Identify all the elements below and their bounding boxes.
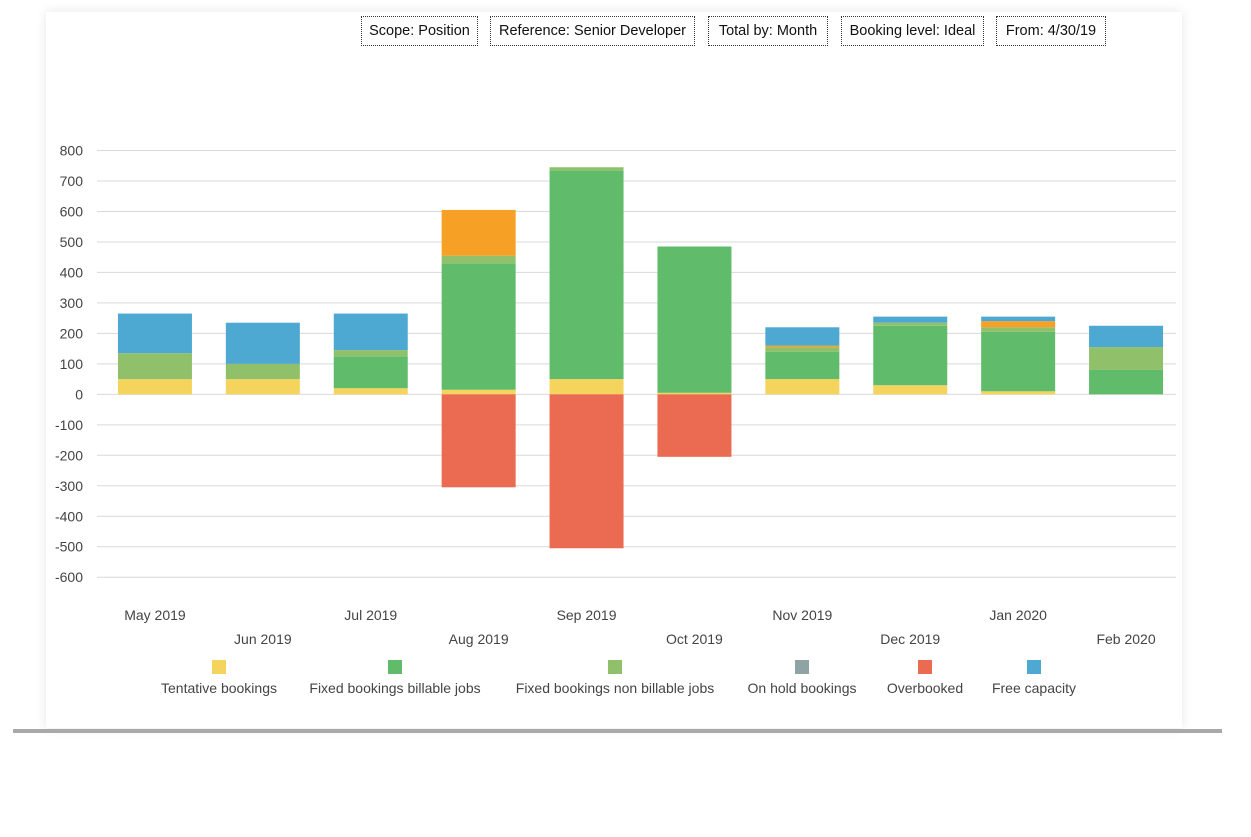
bottom-divider [13,729,1222,733]
bar-free-capacity [981,317,1055,322]
bar-overbooked [442,394,516,487]
x-tick-label: Jul 2019 [344,607,397,623]
bar-fixed-bookings-non-billable-jobs [118,353,192,379]
bar-overtime [981,321,1055,327]
bar-fixed-bookings-non-billable-jobs [334,350,408,356]
legend-label: Overbooked [887,680,963,696]
legend-swatch [1027,660,1041,674]
legend-label: Tentative bookings [161,680,277,696]
bar-fixed-bookings-non-billable-jobs [873,323,947,326]
bar-fixed-bookings-billable-jobs [873,326,947,385]
x-tick-label: Feb 2020 [1096,631,1155,647]
y-tick-label: 400 [60,264,84,280]
bar-fixed-bookings-non-billable-jobs [981,327,1055,332]
y-tick-label: 500 [60,234,84,250]
y-tick-label: 0 [75,386,83,402]
y-tick-label: 800 [60,143,84,159]
bar-fixed-bookings-billable-jobs [981,332,1055,391]
bar-tentative-bookings [765,379,839,394]
x-tick-label: Sep 2019 [557,607,617,623]
legend-label: On hold bookings [748,680,857,696]
legend-label: Free capacity [992,680,1076,696]
bar-free-capacity [334,314,408,351]
bar-tentative-bookings [334,388,408,394]
bar-overbooked [550,394,624,548]
legend-swatch [388,660,402,674]
bar-tentative-bookings [226,379,300,394]
bar-overtime [442,210,516,256]
bar-tentative-bookings [118,379,192,394]
y-tick-label: 100 [60,356,84,372]
x-tick-label: Dec 2019 [880,631,940,647]
bar-fixed-bookings-billable-jobs [1089,370,1163,394]
y-tick-label: -200 [55,447,83,463]
bar-fixed-bookings-non-billable-jobs [1089,347,1163,370]
y-tick-label: -500 [55,539,83,555]
legend-swatch [795,660,809,674]
x-tick-label: Nov 2019 [772,607,832,623]
y-tick-label: 700 [60,173,84,189]
legend-swatch [918,660,932,674]
x-tick-label: May 2019 [124,607,186,623]
bar-fixed-bookings-billable-jobs [442,263,516,389]
bar-free-capacity [765,327,839,345]
bar-overtime [765,346,839,348]
y-tick-label: -100 [55,417,83,433]
app-root: Scope: Position Reference: Senior Develo… [0,0,1251,837]
bar-tentative-bookings [442,390,516,395]
legend-label: Fixed bookings non billable jobs [516,680,714,696]
bar-fixed-bookings-billable-jobs [334,356,408,388]
y-tick-label: -400 [55,508,83,524]
bar-tentative-bookings [981,391,1055,394]
bar-fixed-bookings-non-billable-jobs [550,167,624,170]
bar-free-capacity [873,317,947,323]
bar-free-capacity [1089,326,1163,347]
y-tick-label: 200 [60,325,84,341]
legend-swatch [608,660,622,674]
bar-tentative-bookings [657,393,731,395]
bar-fixed-bookings-billable-jobs [765,352,839,379]
bar-tentative-bookings [873,385,947,394]
bar-tentative-bookings [550,379,624,394]
x-tick-label: Oct 2019 [666,631,723,647]
y-tick-label: -600 [55,569,83,585]
legend-label: Fixed bookings billable jobs [309,680,480,696]
bar-fixed-bookings-non-billable-jobs [765,347,839,352]
x-tick-label: Jan 2020 [989,607,1047,623]
bar-fixed-bookings-non-billable-jobs [226,364,300,379]
y-tick-label: 600 [60,203,84,219]
stacked-bar-chart: 800 700 600 500 400 300 200 100 0 -100 -200 -300 -40… [0,0,1251,837]
x-tick-label: Jun 2019 [234,631,292,647]
bar-overbooked [657,394,731,456]
bar-fixed-bookings-billable-jobs [550,170,624,379]
bar-free-capacity [226,323,300,364]
legend-swatch [212,660,226,674]
bar-fixed-bookings-billable-jobs [657,247,731,393]
x-tick-label: Aug 2019 [449,631,509,647]
y-tick-label: -300 [55,478,83,494]
bar-fixed-bookings-non-billable-jobs [442,256,516,264]
bar-free-capacity [118,314,192,354]
y-tick-label: 300 [60,295,84,311]
